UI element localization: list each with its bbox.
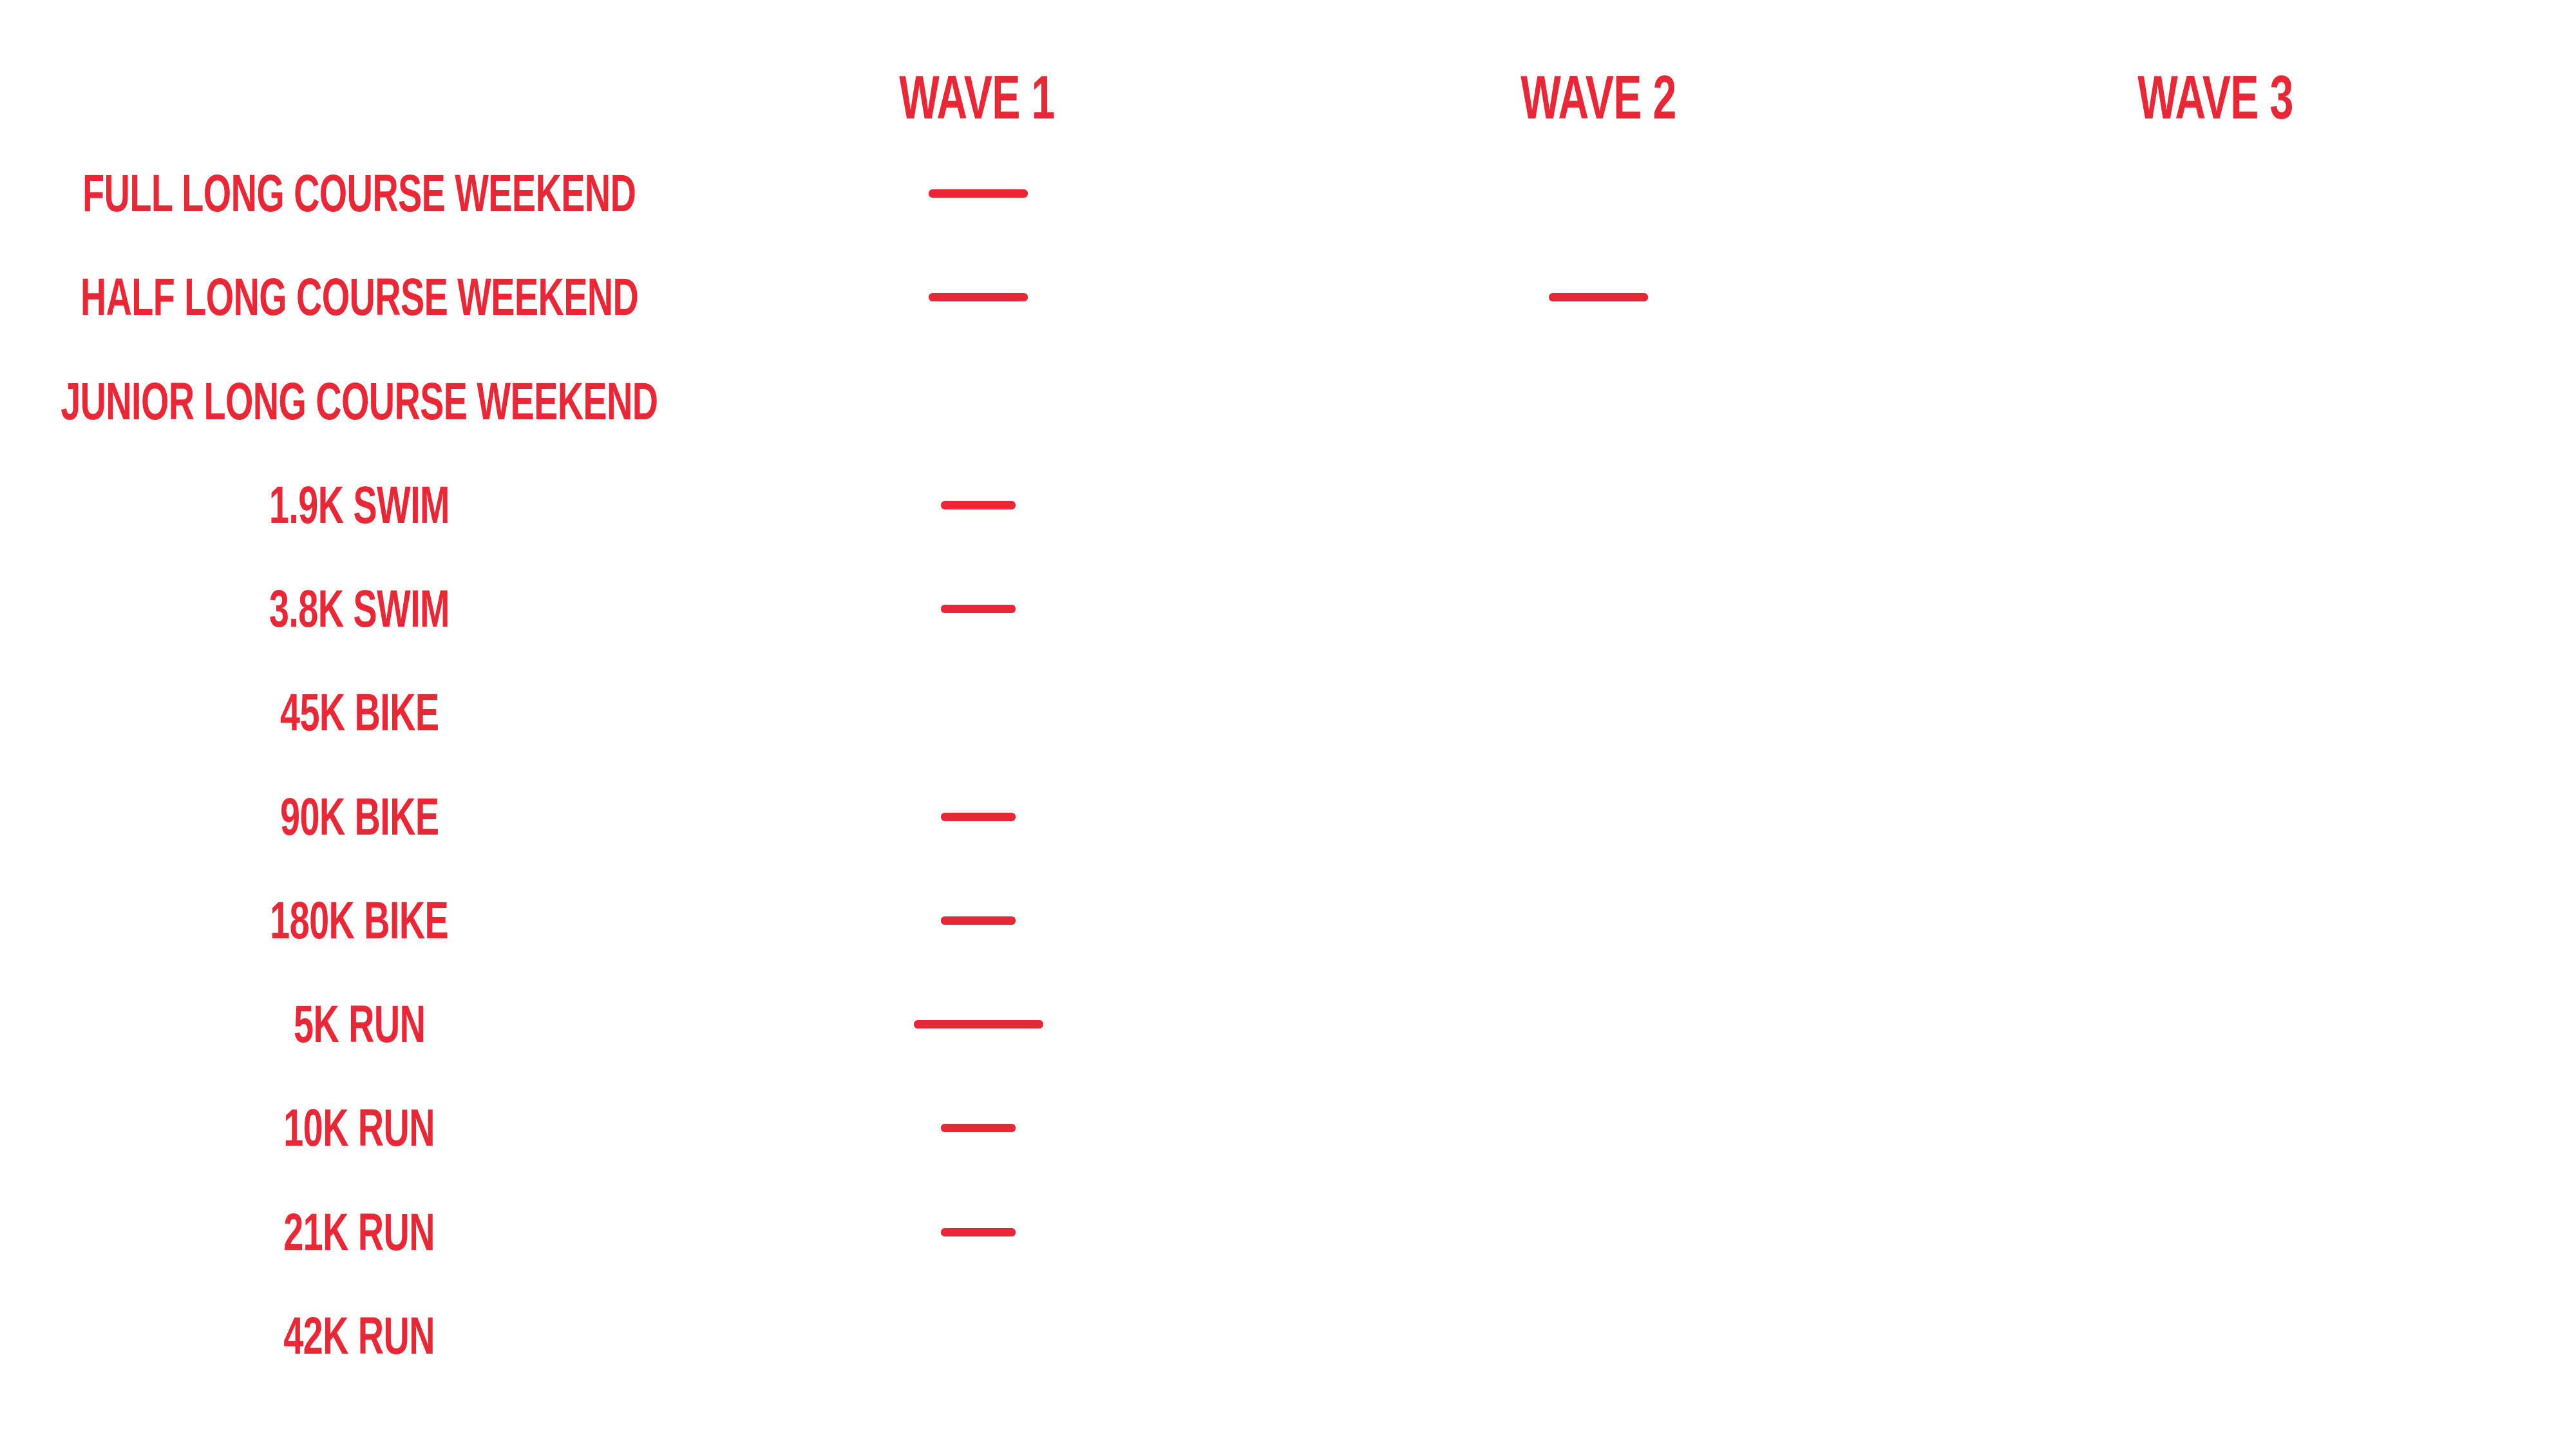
- table-row: JUNIOR LONG COURSE WEEKEND: [0, 350, 2576, 453]
- wave1-dash: [941, 1124, 1016, 1132]
- column-header-wave-1-label: WAVE 1: [899, 63, 1055, 132]
- wave1-dash: [941, 501, 1016, 509]
- column-header-wave-2-label: WAVE 2: [1520, 63, 1676, 132]
- event-label-text: HALF LONG COURSE WEEKEND: [80, 268, 639, 327]
- wave2-dash: [1549, 293, 1648, 301]
- event-label-text: JUNIOR LONG COURSE WEEKEND: [61, 372, 658, 431]
- event-label-text: 180K BIKE: [270, 891, 449, 950]
- wave1-dash: [941, 605, 1016, 613]
- event-label: 10K RUN: [0, 1077, 719, 1180]
- column-header-wave-2: WAVE 2: [1341, 46, 1856, 149]
- event-label-text: 21K RUN: [283, 1203, 435, 1262]
- event-label: HALF LONG COURSE WEEKEND: [0, 246, 719, 349]
- wave1-dash: [929, 189, 1028, 198]
- event-label: 45K BIKE: [0, 661, 719, 764]
- event-label: FULL LONG COURSE WEEKEND: [0, 142, 719, 245]
- event-label-text: 10K RUN: [283, 1099, 435, 1157]
- wave1-dash: [941, 1228, 1016, 1236]
- column-header-wave-1: WAVE 1: [719, 46, 1235, 149]
- event-label: 42K RUN: [0, 1285, 719, 1388]
- event-label-text: 45K BIKE: [279, 683, 439, 742]
- table-row: 1.9K SWIM: [0, 454, 2576, 557]
- wave1-dash: [941, 813, 1016, 821]
- table-row: 21K RUN: [0, 1181, 2576, 1284]
- table-row: 10K RUN: [0, 1077, 2576, 1180]
- table-row: 90K BIKE: [0, 766, 2576, 869]
- wave1-dash: [941, 916, 1016, 925]
- event-label: 5K RUN: [0, 973, 719, 1076]
- wave1-dash: [914, 1020, 1043, 1028]
- event-label: 21K RUN: [0, 1181, 719, 1284]
- event-label-text: 3.8K SWIM: [269, 580, 450, 638]
- event-label: 180K BIKE: [0, 869, 719, 972]
- column-header-wave-3: WAVE 3: [1958, 46, 2473, 149]
- table-row: HALF LONG COURSE WEEKEND: [0, 246, 2576, 349]
- event-label: 90K BIKE: [0, 766, 719, 869]
- table-row: 3.8K SWIM: [0, 558, 2576, 661]
- table-row: 42K RUN: [0, 1285, 2576, 1388]
- event-label-text: FULL LONG COURSE WEEKEND: [82, 164, 636, 223]
- event-label: 3.8K SWIM: [0, 558, 719, 661]
- event-label-text: 5K RUN: [293, 995, 426, 1054]
- table-row: 5K RUN: [0, 973, 2576, 1076]
- event-label-text: 42K RUN: [283, 1307, 435, 1365]
- event-label: 1.9K SWIM: [0, 454, 719, 557]
- column-header-wave-3-label: WAVE 3: [2137, 63, 2293, 132]
- event-label-text: 1.9K SWIM: [269, 476, 450, 535]
- table-row: 45K BIKE: [0, 661, 2576, 764]
- table-row: FULL LONG COURSE WEEKEND: [0, 142, 2576, 245]
- wave1-dash: [929, 293, 1028, 301]
- event-label-text: 90K BIKE: [279, 788, 439, 846]
- event-label: JUNIOR LONG COURSE WEEKEND: [0, 350, 719, 453]
- table-row: 180K BIKE: [0, 869, 2576, 972]
